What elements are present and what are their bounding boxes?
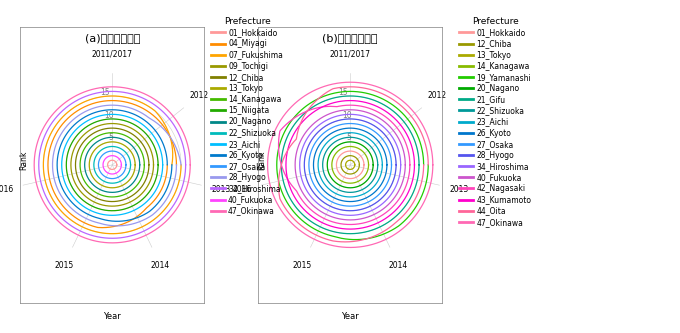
Text: Year: Year bbox=[103, 312, 121, 321]
Legend: 01_Hokkaido, 04_Miyagi, 07_Fukushima, 09_Tochigi, 12_Chiba, 13_Tokyo, 14_Kanagaw: 01_Hokkaido, 04_Miyagi, 07_Fukushima, 09… bbox=[211, 17, 283, 215]
Text: Rank: Rank bbox=[19, 150, 29, 169]
Title: (b)外国人旅行者: (b)外国人旅行者 bbox=[322, 33, 378, 43]
Title: (a)日本人旅行者: (a)日本人旅行者 bbox=[84, 33, 140, 43]
Text: Rank: Rank bbox=[257, 150, 267, 169]
Text: Year: Year bbox=[341, 312, 359, 321]
Legend: 01_Hokkaido, 12_Chiba, 13_Tokyo, 14_Kanagawa, 19_Yamanashi, 20_Nagano, 21_Gifu, : 01_Hokkaido, 12_Chiba, 13_Tokyo, 14_Kana… bbox=[460, 17, 531, 227]
